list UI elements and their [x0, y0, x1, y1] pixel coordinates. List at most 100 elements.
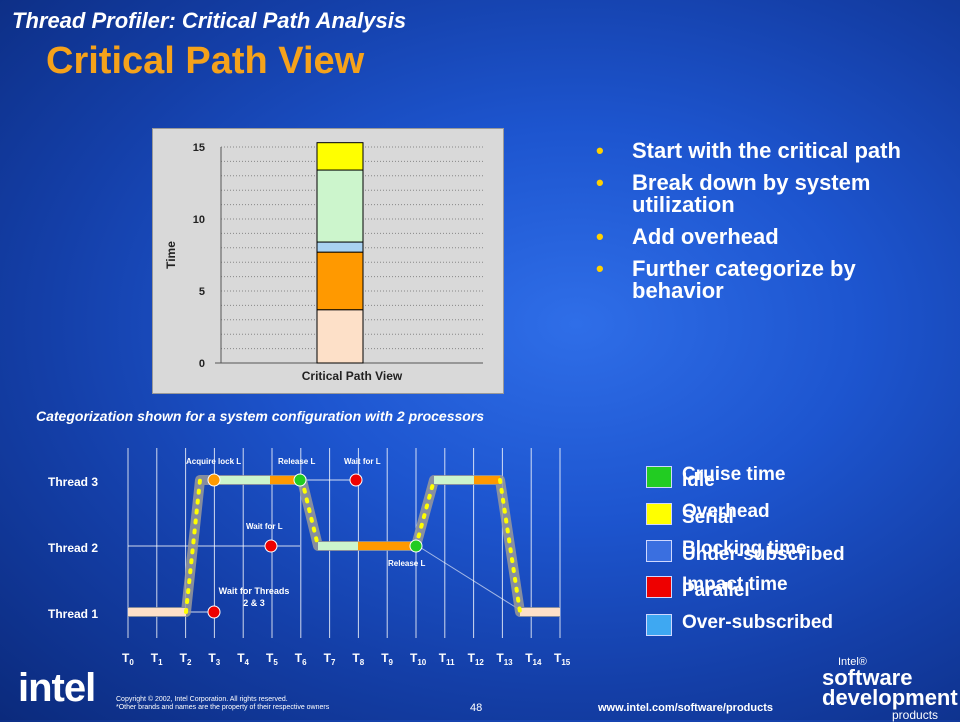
segment-overhead	[270, 476, 300, 484]
chart-y-tick-label: 0	[199, 358, 205, 370]
timeline-tick-label: T4	[237, 651, 249, 667]
brand-line: Intel®	[838, 656, 867, 668]
legend-label: Under-subscribed	[682, 544, 845, 565]
chart-bar-segment	[316, 169, 364, 243]
annotation-wait-threads: 2 & 3	[243, 598, 265, 608]
chart-y-tick-label: 15	[193, 142, 205, 154]
bullet-text: Start with the critical path	[632, 138, 901, 163]
thread-label: Thread 2	[48, 541, 98, 555]
wait-marker	[349, 473, 363, 487]
thread-label: Thread 1	[48, 607, 98, 621]
legend-swatch	[646, 576, 672, 598]
timeline-tick-label: T5	[266, 651, 278, 667]
legend-swatch	[646, 540, 672, 562]
timeline-caption: Categorization shown for a system config…	[36, 408, 485, 424]
bullet-text: Add overhead	[632, 224, 779, 249]
bullet-item: • Start with the critical path	[596, 140, 936, 162]
chart-y-tick-label: 5	[199, 286, 205, 298]
annotation-wait-threads: Wait for Threads	[219, 586, 290, 596]
annotation-release: Release L	[388, 559, 425, 568]
page-number: 48	[470, 702, 483, 714]
legend-label: Overhead	[682, 501, 770, 522]
brand-line: software	[822, 665, 913, 690]
bullet-icon: •	[596, 224, 604, 249]
segment-overhead	[474, 476, 500, 484]
segment-serial	[128, 608, 186, 616]
chart-bar-segment	[316, 309, 364, 364]
timeline-tick-label: T11	[439, 651, 455, 667]
critical-path-chart: 0 5 10 15 Time Critical Path View	[152, 128, 504, 394]
acquire-marker	[207, 473, 221, 487]
chart-y-label: Time	[164, 241, 178, 269]
segment-impact	[358, 542, 414, 550]
timeline-tick-label: T0	[122, 651, 134, 667]
thread-label: Thread 3	[48, 475, 98, 489]
timeline-tick-label: T12	[468, 651, 485, 667]
wait-marker	[264, 539, 278, 553]
bullet-icon: •	[596, 170, 604, 195]
thread-timeline: Acquire lock L Release L Wait for L Wait…	[48, 448, 571, 667]
timeline-tick-label: T13	[496, 651, 513, 667]
legend-label: Cruise time	[682, 464, 786, 485]
transition-dots	[300, 478, 320, 548]
bullet-icon: •	[596, 138, 604, 163]
slide-subtitle: Thread Profiler: Critical Path Analysis	[12, 8, 407, 33]
transition-dots	[414, 478, 436, 548]
segment-cruise	[318, 542, 358, 550]
wait-marker	[207, 605, 221, 619]
annotation-wait: Wait for L	[246, 522, 283, 531]
legend-swatch	[646, 503, 672, 525]
bullet-item: • Add overhead	[596, 226, 936, 248]
timeline-tick-label: T15	[554, 651, 571, 667]
legend-label: Blocking time	[682, 538, 807, 559]
copyright-line: Copyright © 2002, Intel Corporation. All…	[116, 696, 288, 703]
legend-swatch	[646, 614, 672, 636]
legend-label: Idle	[682, 470, 715, 491]
intel-logo: intel	[18, 666, 96, 710]
timeline-tick-label: T2	[180, 651, 192, 667]
timeline-tick-label: T6	[295, 651, 307, 667]
timeline-tick-label: T1	[151, 651, 163, 667]
segment-serial	[520, 608, 560, 616]
transition-dots	[184, 478, 202, 614]
brand-line: development	[822, 685, 958, 710]
brand-line: products	[892, 708, 939, 722]
segment-cruise	[214, 476, 270, 484]
chart-bar-segment	[316, 241, 364, 253]
bullet-list: • Start with the critical path • Break dow…	[596, 140, 936, 312]
bullet-text: Break down by system utilization	[632, 170, 871, 217]
release-marker	[293, 473, 307, 487]
footer-url[interactable]: www.intel.com/software/products	[598, 702, 774, 714]
release-marker	[409, 539, 423, 553]
timeline-tick-label: T3	[208, 651, 220, 667]
segment-cruise	[434, 476, 474, 484]
copyright-line: *Other brands and names are the property…	[116, 704, 330, 711]
legend-label: Serial	[682, 507, 734, 528]
transition-dots	[498, 478, 522, 614]
bullet-text: Further categorize by behavior	[632, 256, 856, 303]
copyright-notice: Copyright © 2002, Intel Corporation. All…	[116, 696, 329, 712]
bullet-icon: •	[596, 256, 604, 281]
annotation-release: Release L	[278, 457, 315, 466]
chart-bar-segment	[316, 142, 364, 171]
annotation-acquire: Acquire lock L	[186, 457, 241, 466]
timeline-tick-label: T7	[324, 651, 336, 667]
chart-bar-segment	[316, 251, 364, 311]
legend-label: Impact time	[682, 574, 788, 595]
legend-swatch	[646, 466, 672, 488]
annotation-wait: Wait for L	[344, 457, 381, 466]
chart-x-label: Critical Path View	[302, 369, 403, 383]
chart-canvas: 0 5 10 15 Time Critical Path View	[164, 142, 483, 383]
brand-logo: Intel® software development products	[822, 656, 958, 722]
timeline-tick-label: T9	[381, 651, 393, 667]
timeline-tick-label: T14	[525, 651, 542, 667]
timeline-tick-label: T10	[410, 651, 427, 667]
timeline-tick-labels: T0 T1 T2 T3 T4 T5 T6 T7 T8 T9 T10 T11 T12 T13 T14 T15	[122, 651, 571, 667]
bullet-item: • Break down by system utilization	[596, 172, 936, 216]
timeline-tick-label: T8	[352, 651, 364, 667]
legend-label: Over-subscribed	[682, 612, 833, 633]
release-leader	[417, 545, 521, 611]
bullet-item: • Further categorize by behavior	[596, 258, 936, 302]
slide-title: Critical Path View	[46, 40, 365, 82]
legend-label: Parallel	[682, 580, 750, 601]
